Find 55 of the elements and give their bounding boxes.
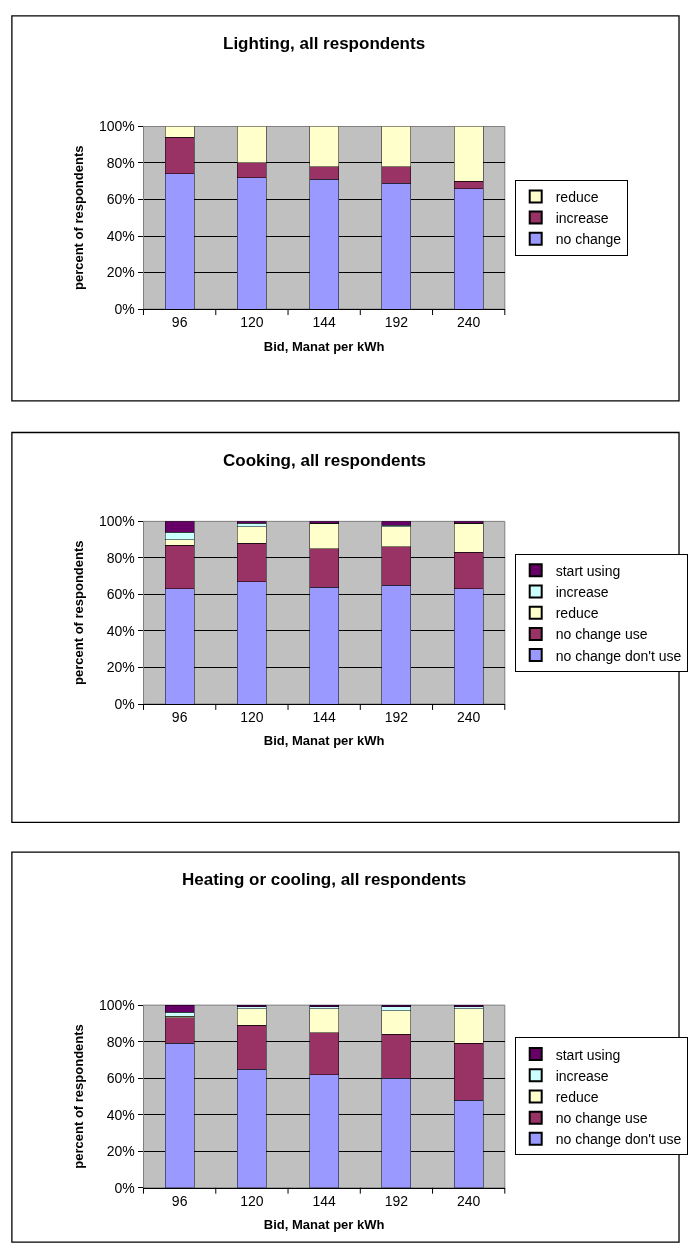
y-tick-label: 40% [106,1106,135,1123]
y-axis-title: percent of respondents [70,540,86,685]
x-tick-label: 192 [384,708,409,725]
x-axis-title: Bid, Manat per kWh [263,733,385,749]
y-tick-label: 60% [106,586,135,603]
y-tick-label: 40% [106,227,135,244]
legend-label: reduce [555,188,599,205]
y-tick-label: 20% [106,659,135,676]
chart-title: Heating or cooling, all respondents [182,870,467,889]
x-tick-label: 96 [171,313,188,330]
y-tick-label: 100% [98,118,135,135]
y-tick-label: 0% [114,1179,135,1196]
y-axis-title: percent of respondents [70,1024,86,1169]
legend-label: increase [555,1067,609,1084]
x-tick-label: 144 [312,708,337,725]
legend-label: increase [555,583,609,600]
x-tick-label: 240 [457,313,481,330]
y-tick-label: 0% [114,695,135,712]
x-tick-label: 120 [240,313,264,330]
legend-label: no change don't use [555,1131,682,1148]
y-tick-label: 60% [106,191,135,208]
chart-title: Lighting, all respondents [223,34,426,53]
y-tick-label: 100% [98,513,135,530]
y-tick-label: 40% [106,622,135,639]
x-tick-label: 192 [384,1192,409,1209]
x-tick-label: 192 [384,313,409,330]
legend-label: no change don't use [555,647,682,664]
y-tick-label: 80% [106,1033,135,1050]
x-tick-label: 144 [312,313,337,330]
x-tick-label: 240 [457,708,481,725]
y-tick-label: 60% [106,1070,135,1087]
y-tick-label: 20% [106,264,135,281]
x-tick-label: 120 [240,708,264,725]
x-axis-title: Bid, Manat per kWh [263,338,385,354]
y-tick-label: 20% [106,1143,135,1160]
y-axis-title: percent of respondents [70,145,86,291]
x-tick-label: 240 [457,1192,481,1209]
chart-title: Cooking, all respondents [223,451,427,470]
legend-label: start using [555,1046,621,1063]
y-tick-label: 100% [98,997,135,1014]
legend-label: reduce [555,605,599,622]
x-tick-label: 144 [312,1192,337,1209]
x-axis-title: Bid, Manat per kWh [263,1217,385,1233]
x-tick-label: 96 [171,708,188,725]
y-tick-label: 0% [114,301,135,318]
x-tick-label: 96 [171,1192,188,1209]
legend-label: no change use [555,1110,648,1127]
x-tick-label: 120 [240,1192,264,1209]
y-tick-label: 80% [106,549,135,566]
y-tick-label: 80% [106,154,135,171]
legend-label: no change [555,231,622,248]
legend-label: reduce [555,1088,599,1105]
legend-label: start using [555,562,621,579]
legend-label: increase [555,210,609,227]
legend-label: no change use [555,626,648,643]
